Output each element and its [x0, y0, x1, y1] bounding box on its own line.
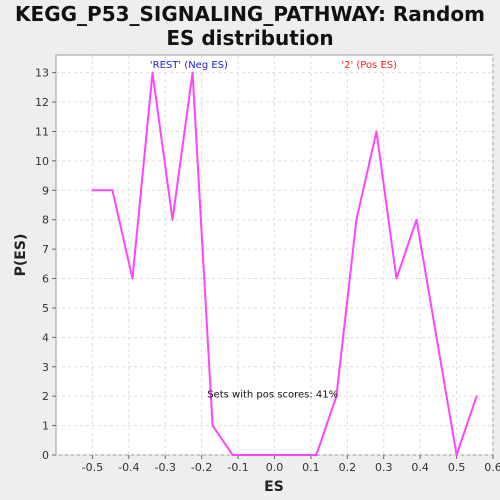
data-point: [415, 218, 418, 221]
y-tick-label: 2: [42, 390, 49, 403]
x-tick-label: 0.4: [411, 461, 429, 474]
x-tick-label: -0.3: [155, 461, 176, 474]
data-point: [291, 454, 294, 456]
x-tick-label: 0.6: [484, 461, 500, 474]
y-axis-label: P(ES): [13, 234, 29, 277]
data-point: [171, 218, 174, 221]
annotation-text: '2' (Pos ES): [341, 60, 397, 71]
data-point: [271, 454, 274, 456]
x-tick-label: -0.5: [82, 461, 103, 474]
data-point: [111, 189, 114, 192]
y-tick-label: 1: [42, 420, 49, 433]
chart-title-line1: KEGG_P53_SIGNALING_PATHWAY: Random: [15, 2, 485, 26]
x-tick-label: -0.1: [227, 461, 248, 474]
data-point: [395, 277, 398, 280]
x-tick-label: 0.5: [448, 461, 466, 474]
y-tick-label: 9: [42, 184, 49, 197]
es-series-line: [92, 72, 478, 456]
y-tick-label: 13: [35, 67, 49, 80]
x-tick-label: -0.2: [191, 461, 212, 474]
y-tick-label: 11: [35, 125, 49, 138]
x-tick-label: 0.2: [339, 461, 357, 474]
data-point: [91, 189, 94, 192]
y-tick-label: 0: [42, 449, 49, 462]
y-tick-label: 6: [42, 273, 49, 286]
annotation-text: 'REST' (Neg ES): [150, 60, 228, 71]
data-point: [231, 454, 234, 456]
data-point: [335, 395, 338, 398]
y-tick-label: 3: [42, 361, 49, 374]
data-point: [355, 218, 358, 221]
data-point: [251, 454, 254, 456]
x-tick-label: 0.0: [266, 461, 284, 474]
annotation-text: Sets with pos scores: 41%: [207, 390, 338, 401]
data-point: [131, 277, 134, 280]
series-group: [91, 71, 478, 456]
data-point: [191, 71, 194, 74]
data-point: [315, 454, 318, 456]
data-point: [455, 454, 458, 456]
x-axis-ticks: -0.5 -0.4 -0.3 -0.2 -0.1 0.0 0.1 0.2 0.3 0.4 0.5 0.…: [82, 455, 500, 474]
y-tick-label: 12: [35, 96, 49, 109]
chart-title-line2: ES distribution: [166, 26, 334, 50]
y-tick-label: 4: [42, 331, 49, 344]
x-tick-label: 0.3: [375, 461, 393, 474]
x-tick-label: 0.1: [302, 461, 320, 474]
data-point: [435, 336, 438, 339]
annotations-group: 'REST' (Neg ES) '2' (Pos ES) Sets with pos…: [150, 60, 397, 400]
grid-lines: [56, 55, 494, 456]
data-point: [475, 395, 478, 398]
y-tick-label: 7: [42, 243, 49, 256]
data-point: [211, 424, 214, 427]
x-tick-label: -0.4: [118, 461, 139, 474]
x-axis-label: ES: [264, 479, 284, 495]
data-point: [375, 130, 378, 133]
y-tick-label: 10: [35, 155, 49, 168]
data-point: [151, 71, 154, 74]
y-tick-label: 8: [42, 214, 49, 227]
y-tick-label: 5: [42, 302, 49, 315]
